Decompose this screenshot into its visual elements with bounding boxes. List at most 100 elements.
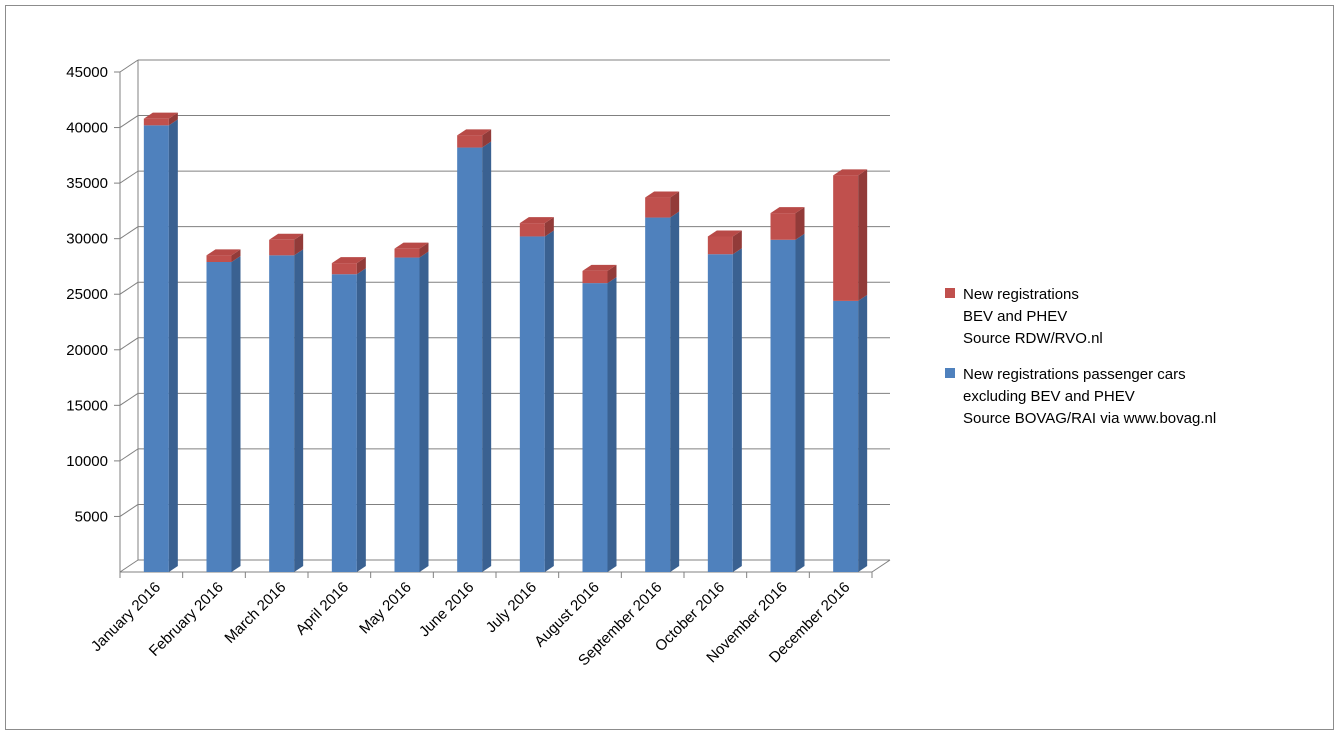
bar-segment: [457, 141, 492, 573]
bar-side: [607, 264, 617, 284]
bar-side: [168, 112, 178, 126]
bar-side: [168, 119, 178, 572]
bar-top: [519, 217, 554, 224]
bar-side: [294, 249, 304, 573]
bar-front: [645, 197, 671, 218]
gridline-side: [119, 504, 139, 517]
bar-segment: [707, 230, 742, 255]
bar-segment: [645, 191, 680, 218]
bar-front: [519, 223, 545, 237]
bar-segment: [707, 248, 742, 572]
legend-label: Source BOVAG/RAI via www.bovag.nl: [963, 410, 1216, 427]
bar-segment: [833, 294, 868, 572]
bar-side: [732, 230, 742, 255]
bar-front: [707, 254, 733, 572]
bar-side: [858, 169, 868, 301]
y-tick-label: 15000: [66, 397, 108, 414]
bar-side: [795, 233, 805, 572]
bar-segment: [269, 233, 304, 256]
bar-top: [269, 233, 304, 240]
bar-top: [457, 129, 492, 136]
x-tick-label: June 2016: [416, 579, 478, 641]
x-tick-label: March 2016: [221, 579, 289, 647]
bar-top: [833, 169, 868, 176]
bar-front: [206, 262, 232, 572]
bar-top: [582, 264, 617, 271]
bar-front: [269, 239, 295, 256]
bar-side: [670, 211, 680, 573]
gridline-side: [119, 281, 139, 295]
bar-top: [331, 257, 366, 264]
legend: New registrations BEV and PHEV Source RDW/…: [945, 286, 1216, 427]
y-tick-label: 5000: [75, 508, 108, 525]
bar-segment: [143, 119, 178, 572]
legend-swatch: [945, 368, 955, 378]
axis-layer: [114, 71, 891, 578]
bar-front: [582, 283, 608, 572]
bar-segment: [269, 249, 304, 573]
gridline-side: [119, 115, 139, 128]
x-tick-label: May 2016: [356, 579, 415, 638]
bar-side: [482, 141, 492, 573]
bar-top: [143, 112, 178, 119]
bar-side: [419, 251, 429, 573]
bar-segment: [457, 129, 492, 148]
bar-front: [707, 236, 733, 255]
bar-front: [394, 257, 420, 572]
bar-layer: [143, 112, 868, 573]
bar-front: [457, 135, 483, 148]
legend-label: excluding BEV and PHEV: [963, 388, 1135, 405]
floor-edge-left: [119, 559, 139, 573]
bar-side: [356, 257, 366, 275]
legend-label: New registrations: [963, 286, 1079, 303]
bar-side: [732, 248, 742, 572]
bar-front: [519, 236, 545, 572]
bar-top: [707, 230, 742, 237]
bar-segment: [206, 249, 241, 262]
y-tick-label: 25000: [66, 286, 108, 303]
bar-top: [206, 249, 241, 256]
bar-front: [770, 239, 796, 572]
legend-swatch: [945, 288, 955, 298]
bar-segment: [519, 217, 554, 237]
bar-segment: [394, 251, 429, 573]
bar-front: [143, 125, 169, 572]
bar-side: [795, 207, 805, 240]
gridline-side: [119, 392, 139, 406]
bar-segment: [331, 257, 366, 275]
floor-edge-right: [871, 559, 891, 573]
bar-front: [331, 274, 357, 572]
bar-side: [231, 249, 241, 262]
bar-segment: [582, 277, 617, 572]
bar-side: [607, 277, 617, 572]
bar-front: [833, 300, 859, 572]
bar-segment: [206, 256, 241, 572]
bar-side: [419, 242, 429, 258]
gridline-side: [119, 59, 139, 73]
bar-front: [770, 213, 796, 240]
bar-top: [645, 191, 680, 198]
bar-side: [670, 191, 680, 218]
legend-label: Source RDW/RVO.nl: [963, 330, 1103, 347]
bar-top: [394, 242, 429, 249]
gridline-side: [119, 170, 139, 184]
legend-label: New registrations passenger cars: [963, 366, 1186, 383]
bar-front: [833, 175, 859, 301]
bar-segment: [331, 268, 366, 572]
bar-front: [582, 270, 608, 284]
bar-segment: [582, 264, 617, 284]
y-tick-label: 40000: [66, 120, 108, 137]
legend-entry: New registrations BEV and PHEV Source RDW/…: [945, 286, 1103, 347]
bar-side: [482, 129, 492, 148]
bar-side: [294, 233, 304, 256]
x-tick-label: April 2016: [292, 579, 352, 639]
bar-front: [457, 147, 483, 573]
bar-segment: [394, 242, 429, 258]
grid-layer: [119, 59, 890, 560]
y-tick-label: 20000: [66, 342, 108, 359]
legend-label: BEV and PHEV: [963, 308, 1067, 325]
bar-front: [331, 263, 357, 275]
bar-front: [143, 118, 169, 126]
bar-side: [356, 268, 366, 572]
bar-segment: [833, 169, 868, 301]
